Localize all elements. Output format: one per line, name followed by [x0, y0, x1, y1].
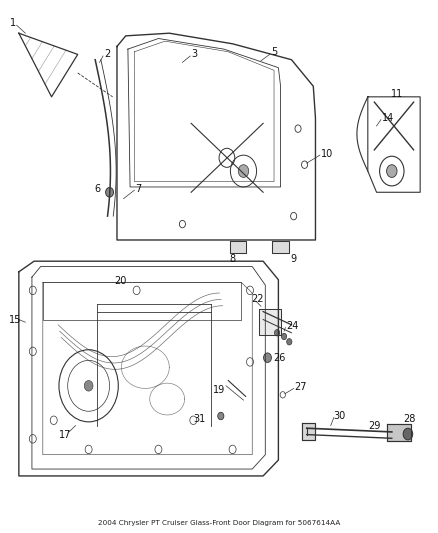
Circle shape — [84, 381, 93, 391]
Text: 10: 10 — [320, 149, 332, 159]
Circle shape — [217, 413, 223, 419]
Text: 31: 31 — [193, 414, 205, 424]
Circle shape — [238, 165, 248, 177]
Text: 14: 14 — [381, 113, 393, 123]
Text: 24: 24 — [286, 321, 298, 331]
Text: 19: 19 — [212, 384, 225, 394]
Text: 20: 20 — [114, 276, 126, 286]
Circle shape — [386, 165, 396, 177]
Circle shape — [263, 353, 271, 362]
Text: 5: 5 — [270, 47, 276, 57]
Text: 8: 8 — [229, 254, 235, 263]
Text: 1: 1 — [10, 18, 16, 28]
Text: 11: 11 — [390, 89, 402, 99]
Text: 3: 3 — [191, 50, 197, 59]
Text: 30: 30 — [333, 411, 345, 421]
Circle shape — [281, 333, 286, 340]
Text: 6: 6 — [94, 183, 100, 193]
Circle shape — [286, 338, 291, 345]
Text: 7: 7 — [135, 183, 141, 193]
Text: 17: 17 — [59, 430, 72, 440]
Text: 2: 2 — [104, 50, 110, 59]
Circle shape — [106, 188, 113, 197]
Circle shape — [402, 428, 412, 440]
Text: 15: 15 — [9, 314, 21, 325]
Text: 22: 22 — [251, 294, 263, 304]
Circle shape — [274, 329, 279, 336]
Text: 27: 27 — [294, 382, 306, 392]
Text: 29: 29 — [367, 421, 379, 431]
Text: 26: 26 — [272, 353, 285, 362]
Text: 2004 Chrysler PT Cruiser Glass-Front Door Diagram for 5067614AA: 2004 Chrysler PT Cruiser Glass-Front Doo… — [98, 520, 340, 526]
Text: 28: 28 — [403, 414, 415, 424]
Text: 9: 9 — [290, 254, 296, 263]
